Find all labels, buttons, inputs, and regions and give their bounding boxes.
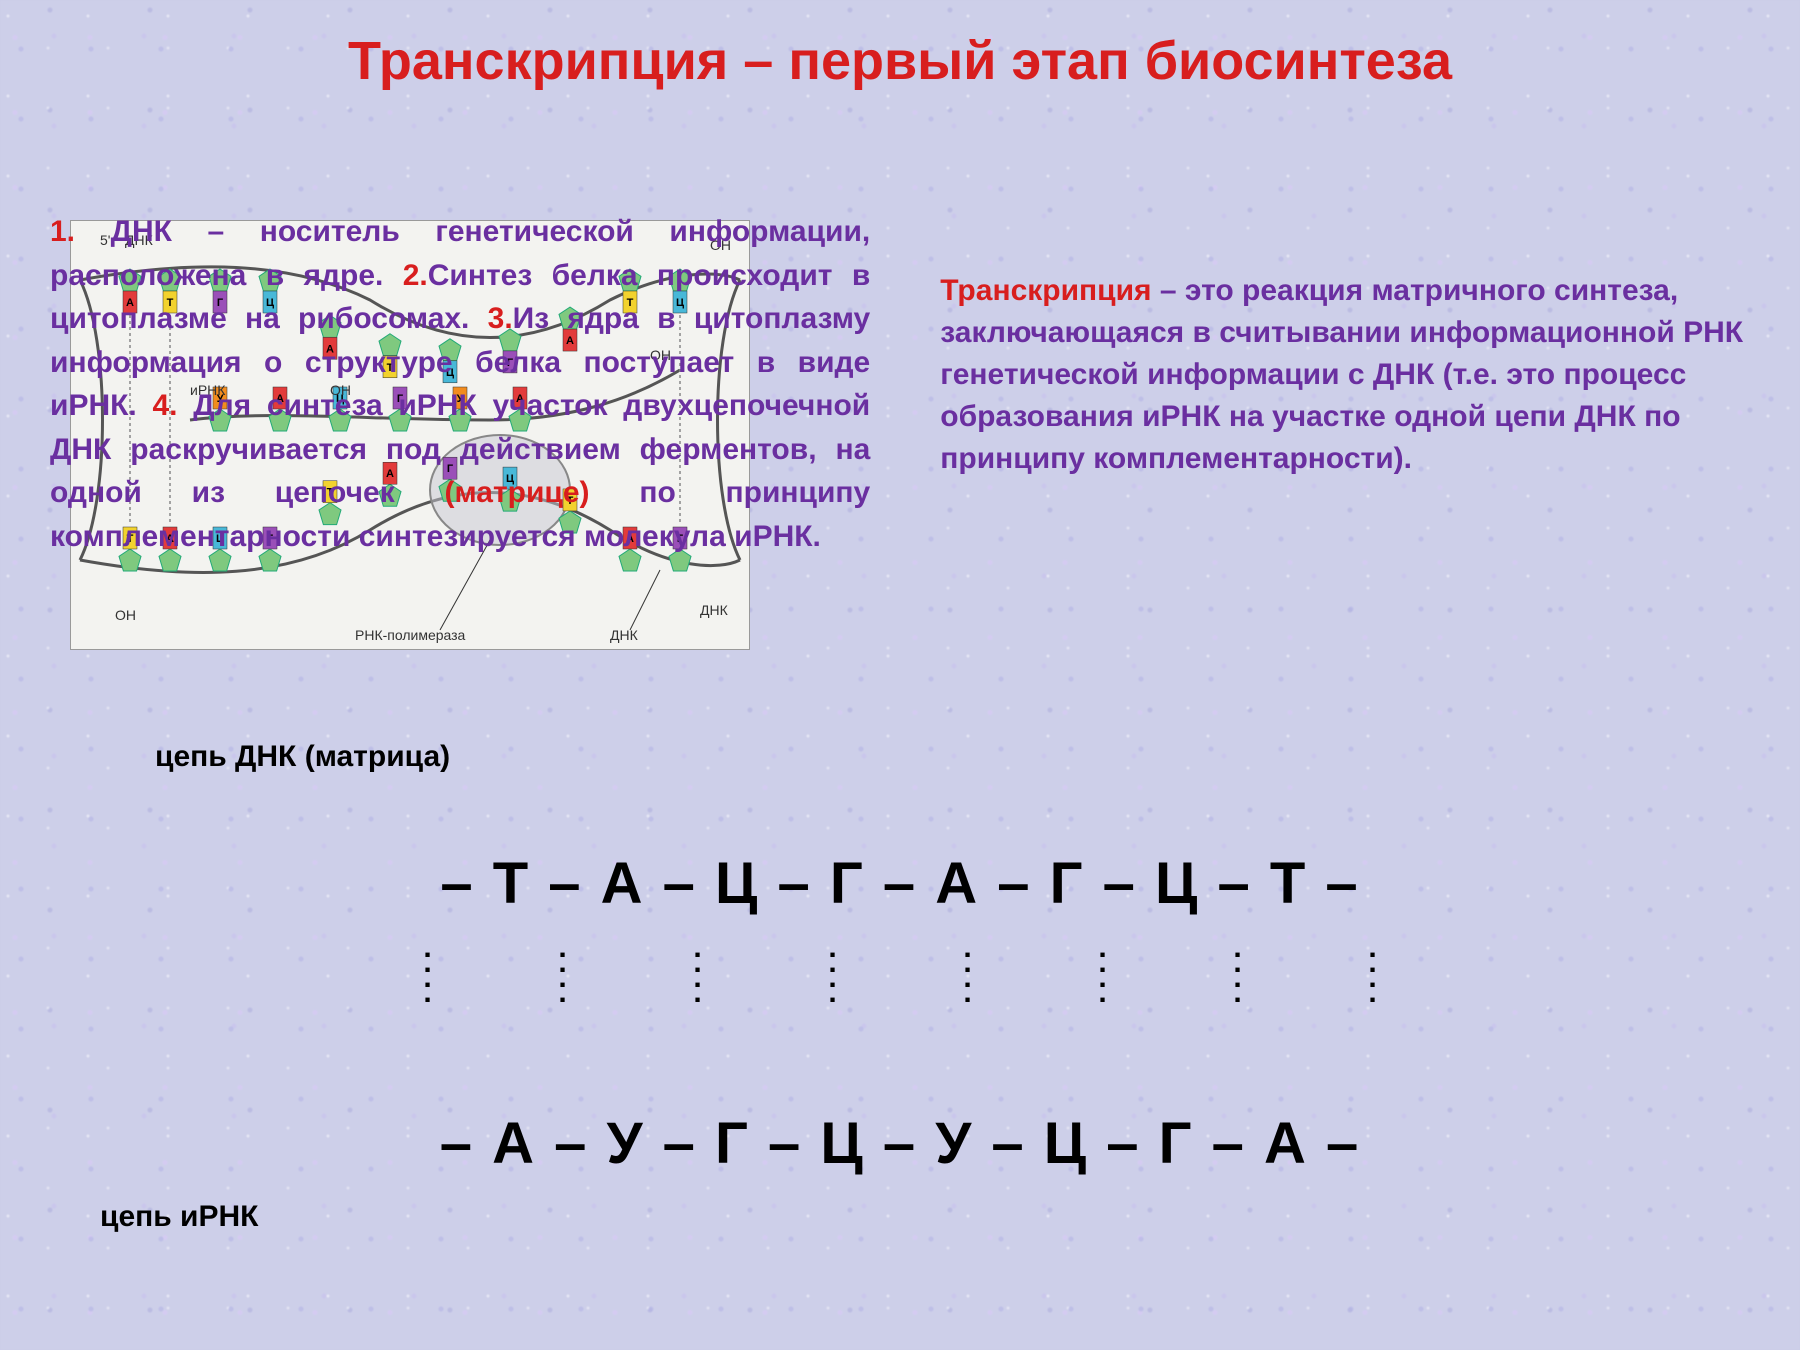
dna-chain-label: цепь ДНК (матрица)	[155, 740, 450, 774]
svg-text:ДНК: ДНК	[700, 602, 729, 618]
num-3: 3.	[488, 302, 513, 335]
left-paragraph: 1. ДНК – носитель генетической информаци…	[50, 210, 900, 558]
num-2: 2.	[403, 259, 428, 292]
content-row: АТГЦАТЦГАТЦТАЦГТАГЦТАГУАЦГУА5'ДНКОНОНиРН…	[50, 210, 1750, 558]
dots-col: ....	[900, 940, 1035, 1000]
dots-col: ....	[495, 940, 630, 1000]
left-column: АТГЦАТЦГАТЦТАЦГТАГЦТАГУАЦГУА5'ДНКОНОНиРН…	[50, 210, 900, 558]
right-paragraph: Транскрипция – это реакция матричного си…	[940, 270, 1750, 480]
right-column: Транскрипция – это реакция матричного си…	[940, 210, 1750, 558]
dots-col: ....	[360, 940, 495, 1000]
dots-col: ....	[1035, 940, 1170, 1000]
svg-text:РНК-полимераза: РНК-полимераза	[355, 627, 466, 643]
transcription-word: Транскрипция	[940, 274, 1151, 307]
complementary-dots: ................................	[0, 940, 1800, 1000]
irna-chain-label: цепь иРНК	[100, 1200, 258, 1234]
page-title: Транскрипция – первый этап биосинтеза	[0, 28, 1800, 96]
rna-sequence: – А – У – Г – Ц – У – Ц – Г – А –	[0, 1110, 1800, 1177]
dots-col: ....	[1170, 940, 1305, 1000]
dots-col: ....	[630, 940, 765, 1000]
dots-col: ....	[1305, 940, 1440, 1000]
svg-text:ОН: ОН	[115, 607, 136, 623]
dna-sequence: – Т – А – Ц – Г – А – Г – Ц – Т –	[0, 850, 1800, 917]
num-1: 1.	[50, 215, 75, 248]
svg-text:ДНК: ДНК	[610, 627, 639, 643]
title-text: Транскрипция – первый этап биосинтеза	[348, 31, 1452, 91]
dots-col: ....	[765, 940, 900, 1000]
matrix-word: (матрице)	[444, 476, 589, 509]
num-4: 4.	[152, 389, 177, 422]
